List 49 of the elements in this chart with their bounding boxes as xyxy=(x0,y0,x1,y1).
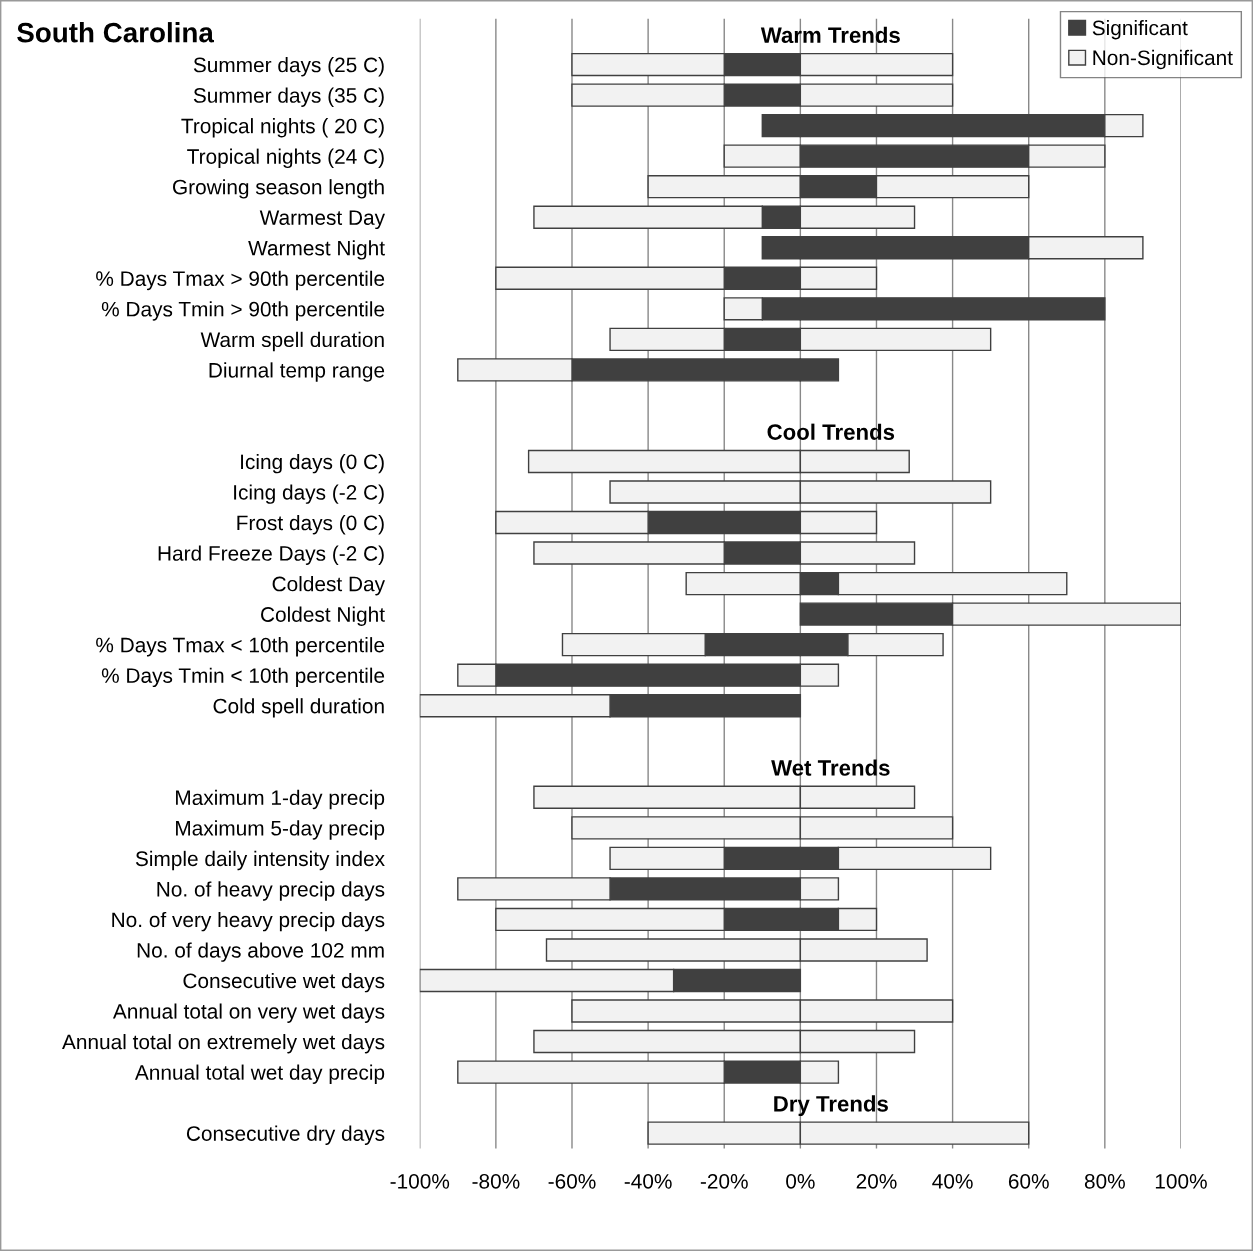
y-tick-label: Coldest Day xyxy=(272,576,385,596)
x-tick-label: 100% xyxy=(1155,1173,1207,1189)
text: South Carolina xyxy=(17,22,214,43)
y-tick-label: Maximum 1-day precip xyxy=(176,789,385,810)
x-tick-label: 20% xyxy=(856,1173,897,1189)
y-tick-label: Summer days (25 C) xyxy=(193,57,384,77)
y-tick-label: Warmest Day xyxy=(259,210,385,230)
y-tick-label: Summer days (35 C) xyxy=(193,87,384,107)
x-tick-label: 60% xyxy=(1008,1173,1049,1189)
legend-label: Significant xyxy=(1092,20,1188,40)
annotation: Dry Trends xyxy=(774,1095,888,1117)
y-tick-label: % Days Tmin < 10th percentile xyxy=(101,667,385,688)
y-tick-label: Warm spell duration xyxy=(200,331,384,352)
x-tick-label: -20% xyxy=(700,1173,748,1189)
y-tick-label: Simple daily intensity index xyxy=(135,850,385,871)
y-tick-label: Frost days (0 C) xyxy=(237,514,384,535)
y-tick-label: Coldest Night xyxy=(261,606,385,626)
x-tick-label: -40% xyxy=(624,1173,672,1189)
y-tick-label: Warmest Night xyxy=(248,240,385,260)
annotation: Wet Trends xyxy=(771,759,890,776)
y-tick-label: % Days Tmin > 90th percentile xyxy=(101,301,385,321)
y-tick-label: Icing days (-2 C) xyxy=(234,484,384,504)
legend-label: Non-Significant xyxy=(1093,49,1233,70)
y-tick-label: Annual total on extremely wet days xyxy=(62,1034,385,1054)
y-tick-label: Consecutive dry days xyxy=(186,1125,385,1146)
y-tick-label: Tropical nights (24 C) xyxy=(187,148,384,169)
y-tick-label: Consecutive wet days xyxy=(183,972,385,993)
y-tick-label: Maximum 5-day precip xyxy=(176,820,385,840)
x-tick-label: 80% xyxy=(1084,1173,1125,1189)
y-tick-label: Hard Freeze Days (-2 C) xyxy=(158,545,384,565)
annotation: Warm Trends xyxy=(760,26,900,44)
y-tick-label: No. of heavy precip days xyxy=(157,881,385,901)
x-tick-label: 40% xyxy=(932,1173,973,1189)
y-tick-label: Annual total on very wet days xyxy=(112,1003,385,1023)
x-tick-label: -100% xyxy=(390,1173,450,1189)
y-tick-label: Diurnal temp range xyxy=(209,362,385,382)
y-tick-label: Cold spell duration xyxy=(213,698,384,718)
y-tick-label: No. of days above 102 mm xyxy=(137,942,384,962)
x-tick-label: -80% xyxy=(472,1173,520,1189)
y-tick-label: No. of very heavy precip days xyxy=(112,911,385,932)
y-tick-label: % Days Tmax < 10th percentile xyxy=(96,637,385,657)
y-tick-label: Tropical nights ( 20 C) xyxy=(181,118,384,138)
y-tick-label: Annual total wet day precip xyxy=(134,1064,385,1084)
x-tick-label: 0% xyxy=(786,1173,815,1189)
y-tick-label: Icing days (0 C) xyxy=(241,453,384,474)
y-tick-label: % Days Tmax > 90th percentile xyxy=(96,270,385,291)
x-tick-label: -60% xyxy=(548,1173,596,1189)
annotation: Cool Trends xyxy=(767,423,895,440)
y-tick-label: Growing season length xyxy=(173,179,384,199)
